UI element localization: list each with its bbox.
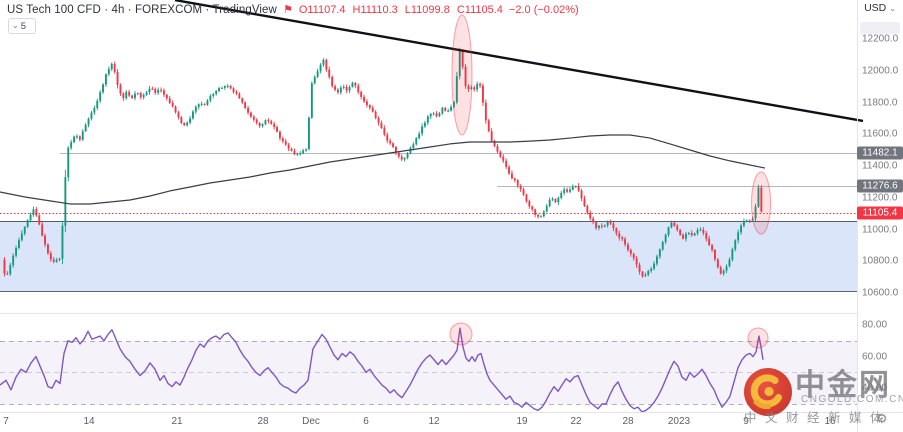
axis-scale-box bbox=[860, 22, 900, 34]
ohlc-field: H11110.3 bbox=[352, 4, 398, 16]
price-tick-label: 11800.0 bbox=[862, 97, 898, 108]
price-badge: 11276.6 bbox=[857, 179, 903, 193]
price-tick-label: 11400.0 bbox=[862, 160, 898, 172]
price-axis[interactable]: USD ⌄ 12200.0 12000.0 11800.0 11600.0 11400.… bbox=[857, 0, 903, 412]
currency-button[interactable]: USD ⌄ bbox=[857, 2, 903, 14]
chevron-down-icon: ⌄ bbox=[889, 4, 896, 13]
rsi-tick-label: 80.00 bbox=[862, 319, 888, 331]
time-axis[interactable]: 7 14 21 28 Dec 6 12 19 22 28 2023 9 16 bbox=[0, 412, 857, 432]
time-tick-label: 2023 bbox=[667, 416, 691, 427]
price-tick-label: 11600.0 bbox=[862, 128, 898, 140]
indicator-count: 5 bbox=[20, 20, 26, 32]
time-tick-label: 21 bbox=[171, 416, 183, 427]
time-tick-label: 19 bbox=[516, 416, 528, 427]
change-readout: −2.0 (−0.02%) bbox=[508, 4, 579, 16]
price-badge: 11105.4 bbox=[857, 206, 903, 220]
time-tick-label: 28 bbox=[622, 416, 634, 427]
chart-legend-header: US Tech 100 CFD · 4h · FOREXCOM · Tradin… bbox=[7, 4, 579, 16]
price-tick-label: 11000.0 bbox=[862, 224, 898, 235]
ohlc-field: O11107.4 bbox=[298, 4, 346, 16]
ohlc-readout: O11107.4 H11110.3 L11099.8 C11105.4 bbox=[299, 4, 503, 16]
flag-icon[interactable]: ⚑ bbox=[282, 4, 293, 16]
time-tick-label: 9 bbox=[743, 416, 749, 427]
price-tick-label: 12000.0 bbox=[862, 65, 899, 77]
rsi-tick-label: 40.00 bbox=[862, 382, 888, 394]
time-tick-label: 16 bbox=[824, 416, 836, 427]
time-tick-label: 28 bbox=[257, 416, 269, 427]
settings-gear-icon[interactable]: ⚙ bbox=[876, 411, 888, 426]
time-tick-label: 12 bbox=[428, 416, 440, 427]
ohlc-field: L11099.8 bbox=[404, 4, 450, 16]
price-tick-label: 11200.0 bbox=[862, 192, 898, 204]
symbol-title: US Tech 100 CFD · 4h · FOREXCOM · Tradin… bbox=[7, 4, 277, 16]
price-tick-label: 10600.0 bbox=[862, 287, 899, 299]
chevron-down-icon: ⌄ bbox=[12, 21, 19, 30]
time-tick-label: 7 bbox=[3, 416, 9, 427]
rsi-tick-label: 60.00 bbox=[862, 351, 888, 363]
currency-label: USD bbox=[864, 2, 887, 14]
price-badge: 11482.1 bbox=[857, 146, 903, 160]
time-tick-label: 6 bbox=[363, 416, 369, 427]
price-tick-label: 10800.0 bbox=[862, 255, 899, 267]
price-tick-label: 12200.0 bbox=[862, 33, 899, 45]
ohlc-field: C11105.4 bbox=[456, 4, 503, 16]
time-tick-label: 14 bbox=[83, 416, 95, 427]
indicators-collapse-button[interactable]: ⌄ 5 bbox=[8, 18, 36, 34]
time-tick-label: Dec bbox=[302, 416, 320, 427]
time-tick-label: 22 bbox=[570, 416, 582, 427]
